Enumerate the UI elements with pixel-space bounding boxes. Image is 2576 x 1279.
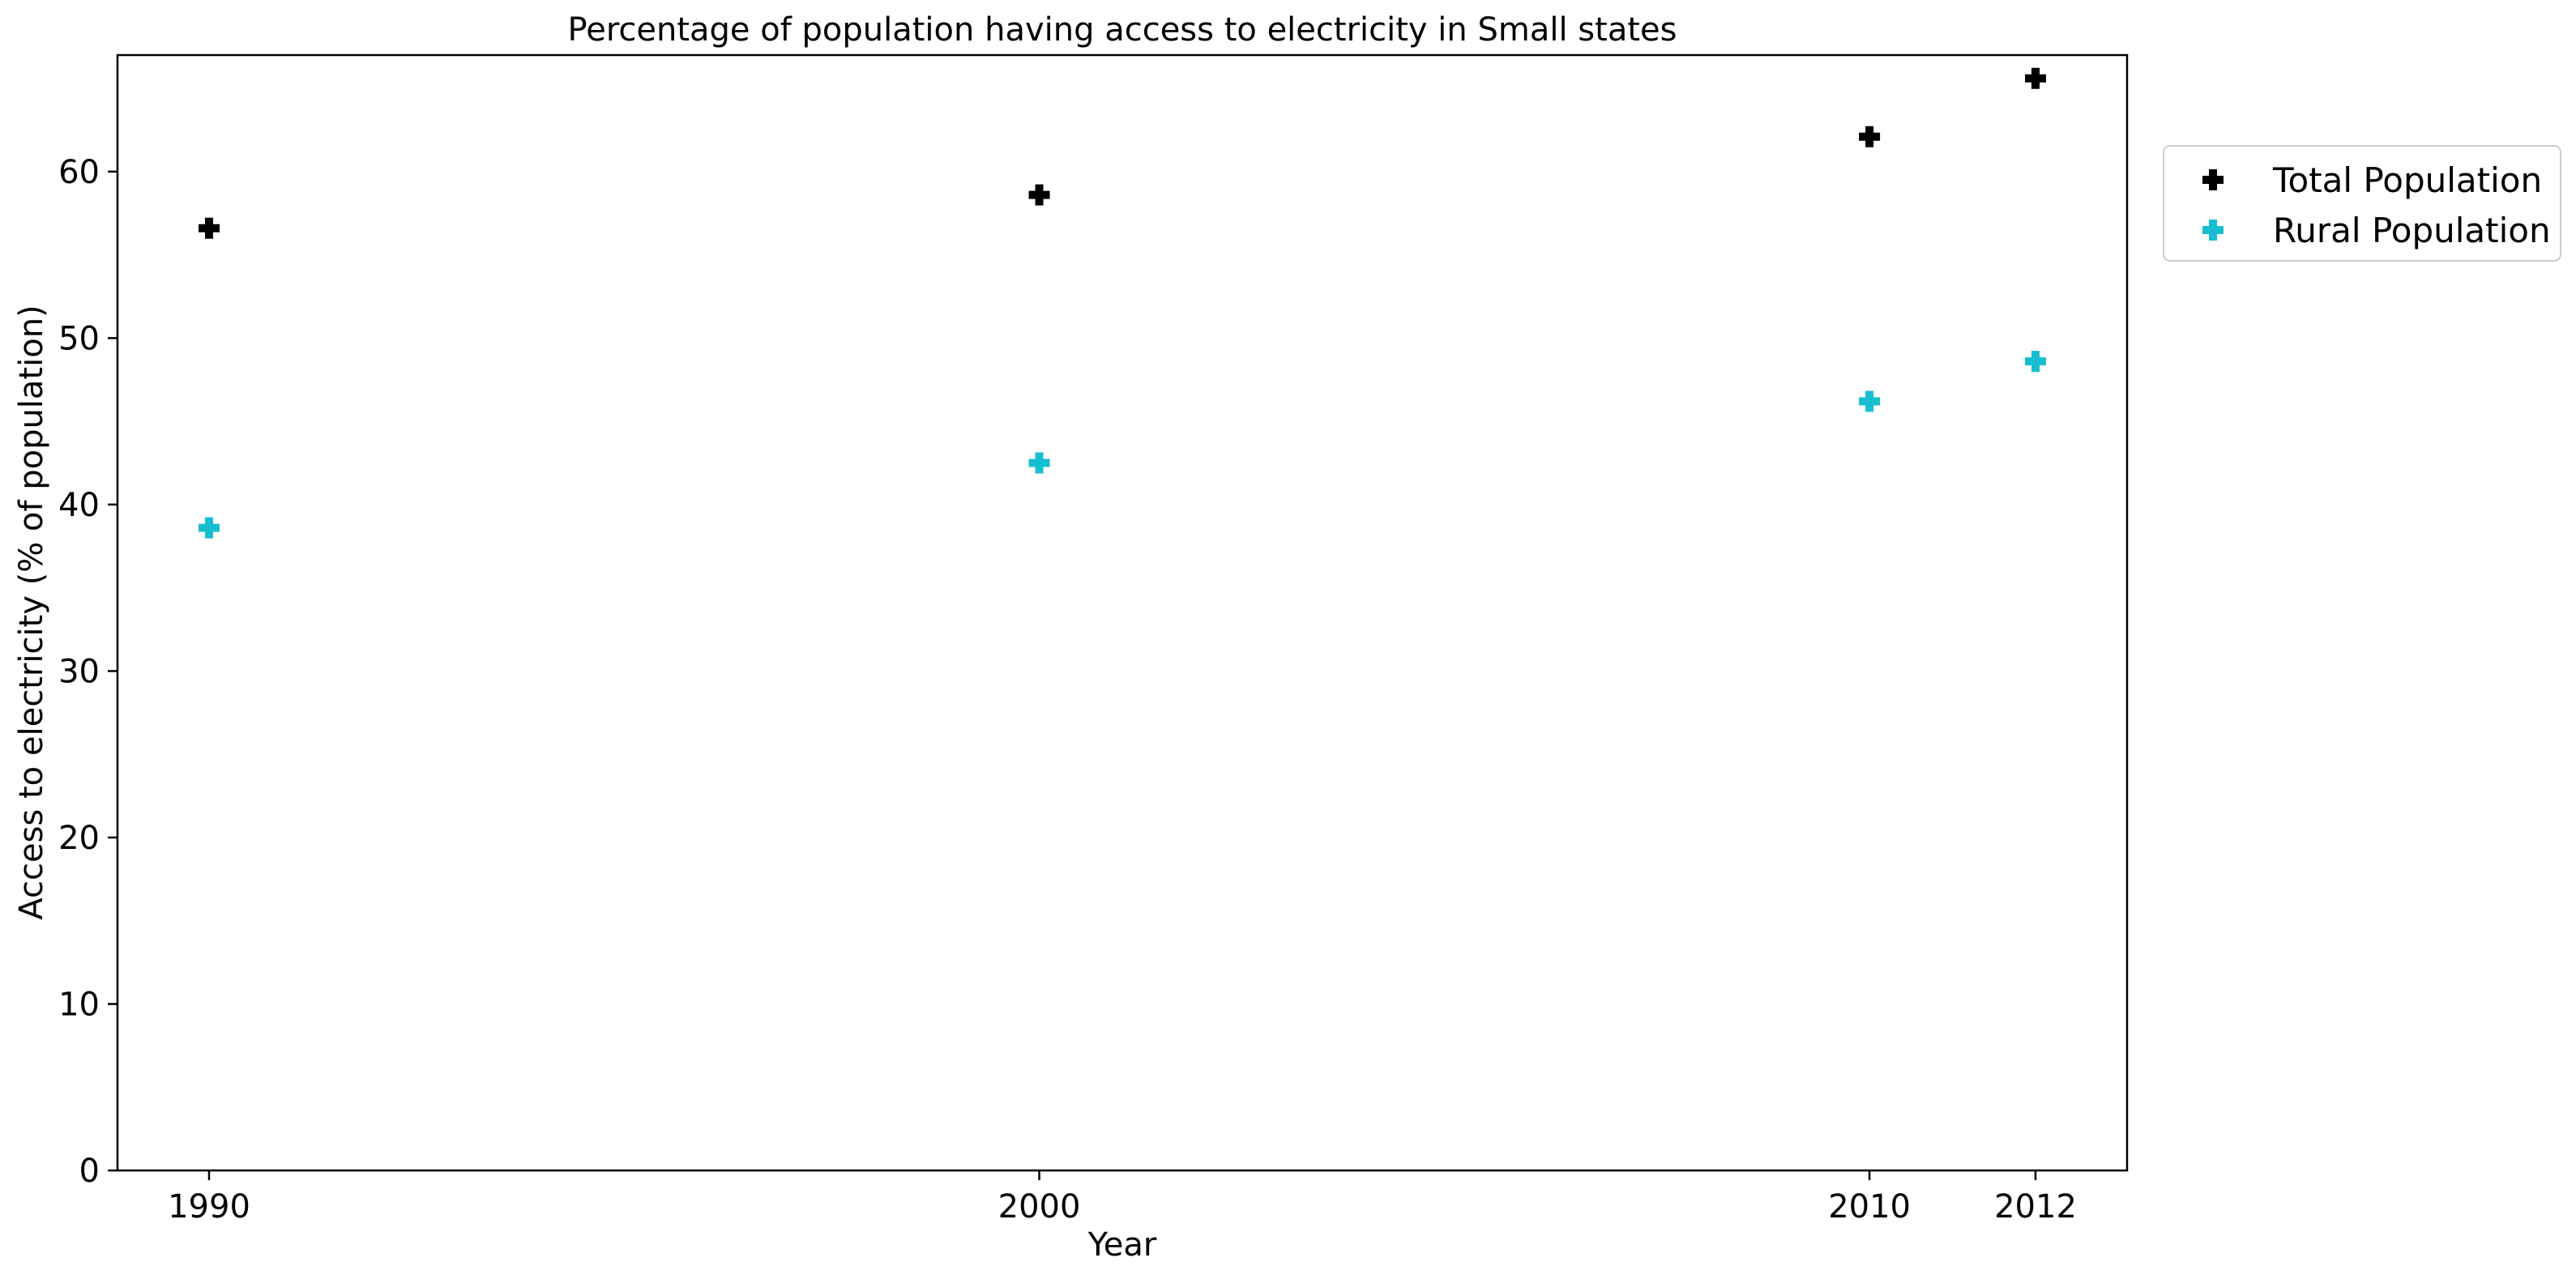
- data-point-total: [1859, 126, 1881, 147]
- y-tick-label: 10: [58, 986, 100, 1023]
- x-axis: 1990 2000 2010 2012: [168, 1170, 2077, 1226]
- x-tick-label: 1990: [168, 1188, 250, 1226]
- y-tick-label: 0: [79, 1153, 100, 1190]
- data-point-rural: [2025, 351, 2046, 373]
- y-tick-label: 30: [58, 653, 100, 690]
- chart-title: Percentage of population having access t…: [568, 11, 1677, 49]
- x-axis-label: Year: [1087, 1226, 1157, 1264]
- legend-label: Rural Population: [2273, 211, 2551, 250]
- legend-marker: [2202, 169, 2224, 190]
- data-point-rural: [1028, 452, 1050, 474]
- x-tick-label: 2010: [1828, 1188, 1911, 1226]
- y-tick-label: 40: [58, 487, 100, 524]
- legend-label: Total Population: [2272, 160, 2542, 200]
- x-tick-label: 2000: [998, 1188, 1081, 1226]
- data-point-rural: [199, 517, 220, 539]
- x-tick-label: 2012: [1994, 1188, 2077, 1226]
- data-point-rural: [1859, 390, 1881, 412]
- legend-box: [2163, 145, 2561, 262]
- y-axis: 0 10 20 30 40 50 60: [58, 154, 117, 1190]
- data-points: [199, 67, 2046, 539]
- legend-marker: [2202, 220, 2224, 241]
- plot-area: [116, 53, 2129, 1172]
- y-tick-label: 50: [58, 320, 100, 357]
- data-point-total: [199, 217, 220, 239]
- data-point-total: [1028, 184, 1050, 206]
- data-point-total: [2025, 67, 2046, 89]
- y-tick-label: 20: [58, 820, 100, 857]
- y-axis-label: Access to electricity (% of population): [13, 305, 50, 919]
- y-tick-label: 60: [58, 154, 100, 191]
- legend: Total Population Rural Population: [2163, 145, 2561, 262]
